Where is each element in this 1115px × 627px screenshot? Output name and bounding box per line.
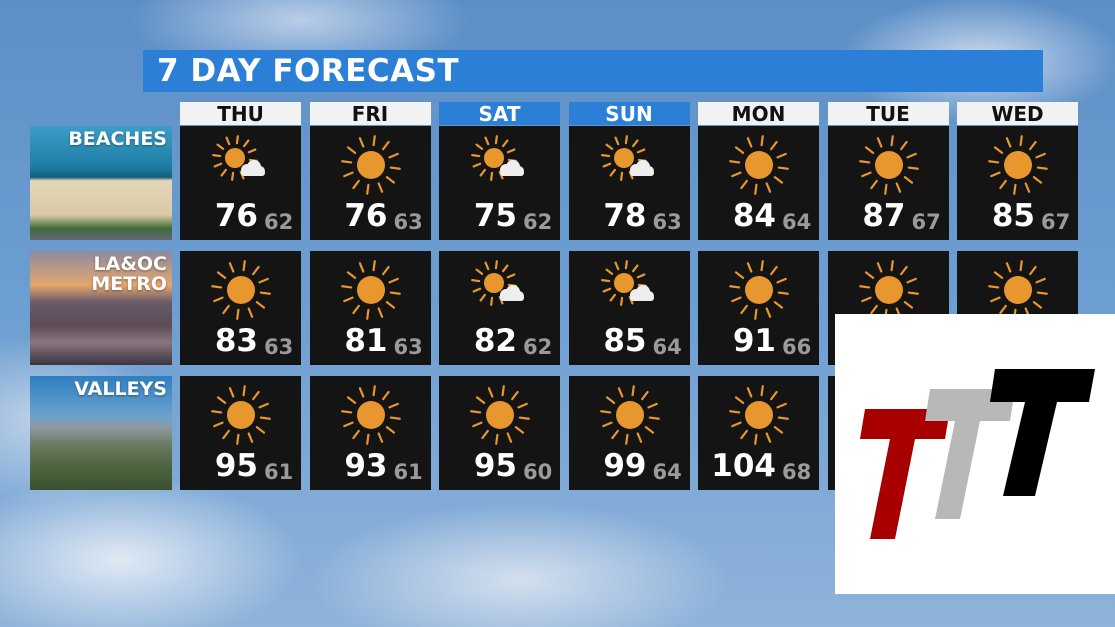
region-beaches: BEACHES bbox=[30, 126, 172, 240]
high-temp: 87 bbox=[862, 198, 906, 234]
high-temp: 83 bbox=[214, 323, 258, 359]
high-temp: 85 bbox=[603, 323, 647, 359]
day-header-fri: FRI bbox=[309, 102, 431, 126]
sun-icon bbox=[988, 135, 1048, 195]
forecast-cell: 87 67 bbox=[827, 126, 949, 240]
forecast-cell: 99 64 bbox=[568, 376, 690, 490]
sun-icon bbox=[988, 260, 1048, 320]
low-temp: 68 bbox=[782, 460, 812, 484]
high-temp: 81 bbox=[344, 323, 388, 359]
high-temp: 85 bbox=[991, 198, 1035, 234]
forecast-cell: 75 62 bbox=[439, 126, 560, 240]
title-bar: 7 DAY FORECAST bbox=[143, 50, 1043, 92]
forecast-cell: 78 63 bbox=[568, 126, 690, 240]
day-header-sun: SUN bbox=[568, 102, 690, 126]
high-temp: 104 bbox=[711, 448, 776, 484]
high-temp: 95 bbox=[473, 448, 517, 484]
low-temp: 64 bbox=[652, 460, 682, 484]
high-temp: 76 bbox=[344, 198, 388, 234]
low-temp: 60 bbox=[523, 460, 553, 484]
high-temp: 78 bbox=[603, 198, 647, 234]
sun-cloud-icon bbox=[471, 135, 524, 181]
high-temp: 91 bbox=[732, 323, 776, 359]
forecast-cell: 82 62 bbox=[439, 251, 560, 365]
forecast-cell: 83 63 bbox=[180, 251, 301, 365]
forecast-cell: 91 66 bbox=[698, 251, 819, 365]
day-header-tue: TUE bbox=[827, 102, 949, 126]
high-temp: 75 bbox=[473, 198, 517, 234]
sun-icon bbox=[340, 385, 401, 445]
high-temp: 82 bbox=[473, 323, 517, 359]
low-temp: 63 bbox=[264, 335, 294, 359]
day-header-wed: WED bbox=[957, 102, 1078, 126]
logo-t-gray bbox=[925, 389, 1015, 519]
day-header-thu: THU bbox=[180, 102, 301, 126]
sun-icon bbox=[470, 385, 530, 445]
logo-t-red bbox=[860, 409, 950, 539]
sun-icon bbox=[729, 385, 789, 445]
sun-icon bbox=[858, 260, 919, 320]
forecast-cell: 85 64 bbox=[568, 251, 690, 365]
sun-icon bbox=[211, 260, 271, 320]
forecast-cell: 95 61 bbox=[180, 376, 301, 490]
sun-icon bbox=[599, 385, 660, 445]
low-temp: 64 bbox=[652, 335, 682, 359]
low-temp: 63 bbox=[393, 335, 423, 359]
logo-t-black bbox=[990, 369, 1095, 496]
low-temp: 64 bbox=[782, 210, 812, 234]
sun-icon bbox=[211, 385, 271, 445]
high-temp: 99 bbox=[603, 448, 647, 484]
low-temp: 62 bbox=[523, 335, 553, 359]
low-temp: 67 bbox=[911, 210, 941, 234]
page-title: 7 DAY FORECAST bbox=[157, 53, 460, 89]
sun-cloud-icon bbox=[600, 135, 654, 181]
low-temp: 67 bbox=[1041, 210, 1071, 234]
sun-cloud-icon bbox=[600, 260, 654, 306]
forecast-cell: 76 63 bbox=[309, 126, 431, 240]
low-temp: 62 bbox=[264, 210, 294, 234]
region-valleys: VALLEYS bbox=[30, 376, 172, 490]
sun-cloud-icon bbox=[471, 260, 524, 306]
forecast-cell: 85 67 bbox=[957, 126, 1078, 240]
forecast-cell: 76 62 bbox=[180, 126, 301, 240]
sun-cloud-icon bbox=[212, 135, 265, 181]
forecast-cell: 95 60 bbox=[439, 376, 560, 490]
forecast-cell: 93 61 bbox=[309, 376, 431, 490]
sun-icon bbox=[340, 260, 401, 320]
region-metro: LA&OC METRO bbox=[30, 251, 172, 365]
forecast-cell: 84 64 bbox=[698, 126, 819, 240]
region-label: LA&OC METRO bbox=[91, 253, 167, 295]
low-temp: 61 bbox=[264, 460, 294, 484]
day-header-mon: MON bbox=[698, 102, 819, 126]
low-temp: 63 bbox=[652, 210, 682, 234]
high-temp: 76 bbox=[214, 198, 258, 234]
low-temp: 66 bbox=[782, 335, 812, 359]
sun-icon bbox=[858, 135, 919, 195]
sun-icon bbox=[340, 135, 401, 195]
sun-icon bbox=[729, 260, 789, 320]
high-temp: 84 bbox=[732, 198, 776, 234]
forecast-cell: 104 68 bbox=[698, 376, 819, 490]
region-label: BEACHES bbox=[68, 128, 167, 150]
sun-icon bbox=[729, 135, 789, 195]
low-temp: 63 bbox=[393, 210, 423, 234]
high-temp: 95 bbox=[214, 448, 258, 484]
day-header-sat: SAT bbox=[439, 102, 560, 126]
forecast-cell: 81 63 bbox=[309, 251, 431, 365]
low-temp: 61 bbox=[393, 460, 423, 484]
high-temp: 93 bbox=[344, 448, 388, 484]
ttt-logo bbox=[835, 314, 1115, 594]
low-temp: 62 bbox=[523, 210, 553, 234]
region-label: VALLEYS bbox=[74, 378, 167, 400]
